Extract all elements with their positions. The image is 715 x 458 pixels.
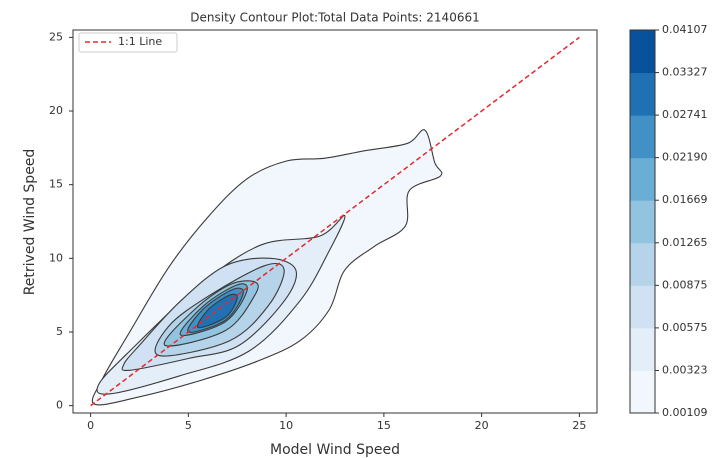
x-tick-label: 15 <box>377 419 391 432</box>
colorbar-tick-label: 0.01265 <box>662 236 708 249</box>
colorbar-tick-label: 0.02741 <box>662 108 708 121</box>
y-tick-label: 20 <box>49 104 63 117</box>
reference-line <box>90 36 580 407</box>
colorbar-tick-label: 0.00323 <box>662 363 708 376</box>
x-tick-label: 20 <box>475 419 489 432</box>
x-tick-label: 25 <box>572 419 586 432</box>
colorbar-band <box>630 115 655 159</box>
colorbar-tick-label: 0.00575 <box>662 321 708 334</box>
colorbar-tick-label: 0.03327 <box>662 66 708 79</box>
colorbar-tick-label: 0.04107 <box>662 23 708 36</box>
colorbar-tick-label: 0.02190 <box>662 151 708 164</box>
x-tick-label: 10 <box>279 419 293 432</box>
y-tick-label: 5 <box>56 325 63 338</box>
colorbar-frame <box>629 29 656 414</box>
chart-title: Density Contour Plot:Total Data Points: … <box>190 11 479 25</box>
colorbar-band <box>630 327 655 371</box>
legend-label: 1:1 Line <box>118 35 162 48</box>
colorbar-band <box>630 370 655 414</box>
colorbar-band <box>630 30 655 74</box>
colorbar-band <box>630 285 655 329</box>
colorbar-band <box>630 200 655 244</box>
x-tick-label: 5 <box>185 419 192 432</box>
y-tick-label: 0 <box>56 399 63 412</box>
colorbar-band <box>630 157 655 201</box>
y-tick-label: 10 <box>49 251 63 264</box>
x-axis-label: Model Wind Speed <box>270 442 400 458</box>
colorbar-tick-label: 0.00875 <box>662 278 708 291</box>
y-tick-label: 25 <box>49 30 63 43</box>
colorbar-tick-label: 0.00109 <box>662 406 708 419</box>
colorbar-band <box>630 242 655 286</box>
legend-box <box>78 32 178 53</box>
colorbar-band <box>630 72 655 116</box>
y-axis-label: Retrived Wind Speed <box>22 149 38 296</box>
y-tick-label: 15 <box>49 178 63 191</box>
x-tick-label: 0 <box>87 419 94 432</box>
colorbar-tick-label: 0.01669 <box>662 193 708 206</box>
plot-frame <box>72 29 598 414</box>
